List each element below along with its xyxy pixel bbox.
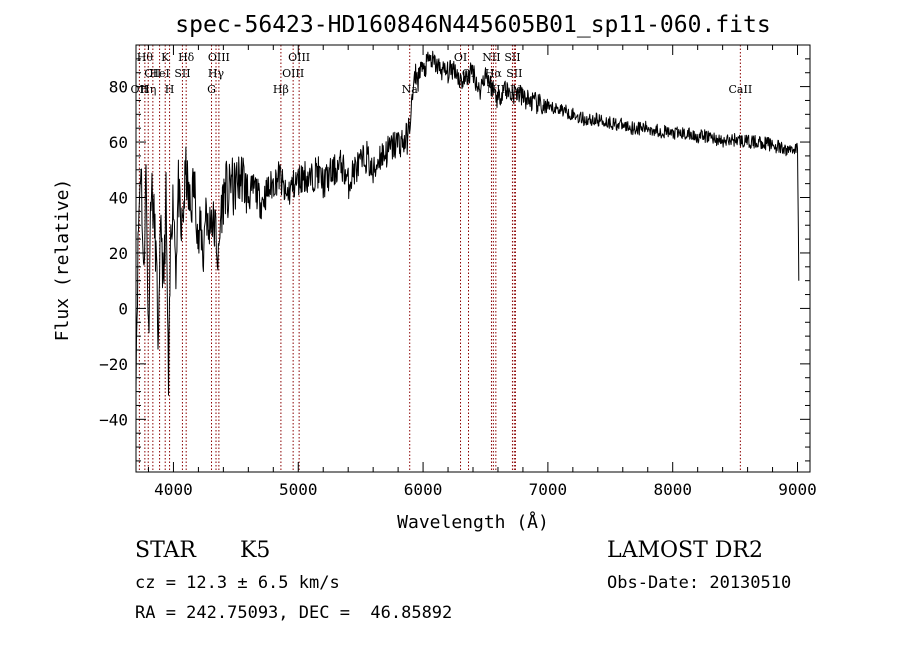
y-tick-label: −40 [99, 410, 128, 429]
plot-frame [135, 44, 811, 473]
line-marker-label: CaII [729, 83, 753, 96]
x-tick-label: 9000 [778, 480, 817, 499]
survey-label: LAMOST DR2 [607, 538, 763, 563]
y-tick-label: 60 [109, 133, 128, 152]
x-axis-label: Wavelength (Å) [397, 511, 549, 533]
line-marker-label: HeI [149, 67, 169, 80]
line-marker-label: K [161, 51, 170, 64]
spectrum-line-0 [135, 50, 800, 396]
line-marker-label: Hη [140, 83, 156, 96]
y-tick-label: 20 [109, 244, 128, 263]
y-axis-label: Flux (relative) [52, 179, 73, 342]
line-marker-label: SII [504, 51, 520, 64]
line-marker-label: NII [482, 51, 500, 64]
redshift-text: cz = 12.3 ± 6.5 km/s [135, 573, 340, 593]
line-marker-label: SII [506, 67, 522, 80]
y-tick-label: 80 [109, 78, 128, 97]
line-marker-label: OIII [288, 51, 310, 64]
line-marker-label: G [207, 83, 216, 96]
y-tick-label: −20 [99, 355, 128, 374]
x-tick-label: 7000 [529, 480, 568, 499]
line-marker-label: OI [454, 51, 467, 64]
line-marker-label: CII [144, 67, 161, 80]
line-marker-label: Hγ [208, 67, 225, 80]
coordinates-text: RA = 242.75093, DEC = 46.85892 [135, 603, 453, 623]
spectrum-series [135, 50, 800, 396]
x-tick-label: 6000 [404, 480, 443, 499]
y-tick-label: 0 [118, 299, 128, 318]
object-subclass: K5 [240, 538, 271, 563]
x-tick-label: 4000 [154, 480, 193, 499]
line-markers: OIIHθHηCIIHeIKHSIIHδGHγOIIIHβOIIIOIIINaO… [131, 45, 753, 472]
line-marker-label: OIII [208, 51, 230, 64]
line-marker-label: Hθ [137, 51, 154, 64]
axis-ticks: 4000 5000 6000 7000 8000 9000 −40 −20 0 20 40 60 80 [99, 45, 817, 499]
line-marker-label: H [165, 83, 175, 96]
chart-title: spec-56423-HD160846N445605B01_sp11-060.f… [175, 12, 770, 38]
y-tick-label: 40 [109, 189, 128, 208]
obs-date-text: Obs-Date: 20130510 [607, 573, 792, 593]
object-class: STAR [135, 538, 196, 563]
line-marker-label: SII [174, 67, 190, 80]
line-marker-label: Hδ [178, 51, 195, 64]
line-marker-label: Hα [485, 67, 503, 80]
x-tick-label: 8000 [653, 480, 692, 499]
line-marker-label: Hβ [273, 83, 289, 96]
x-tick-label: 5000 [279, 480, 318, 499]
line-marker-label: Na [402, 83, 419, 96]
line-marker-label: OIII [282, 67, 304, 80]
